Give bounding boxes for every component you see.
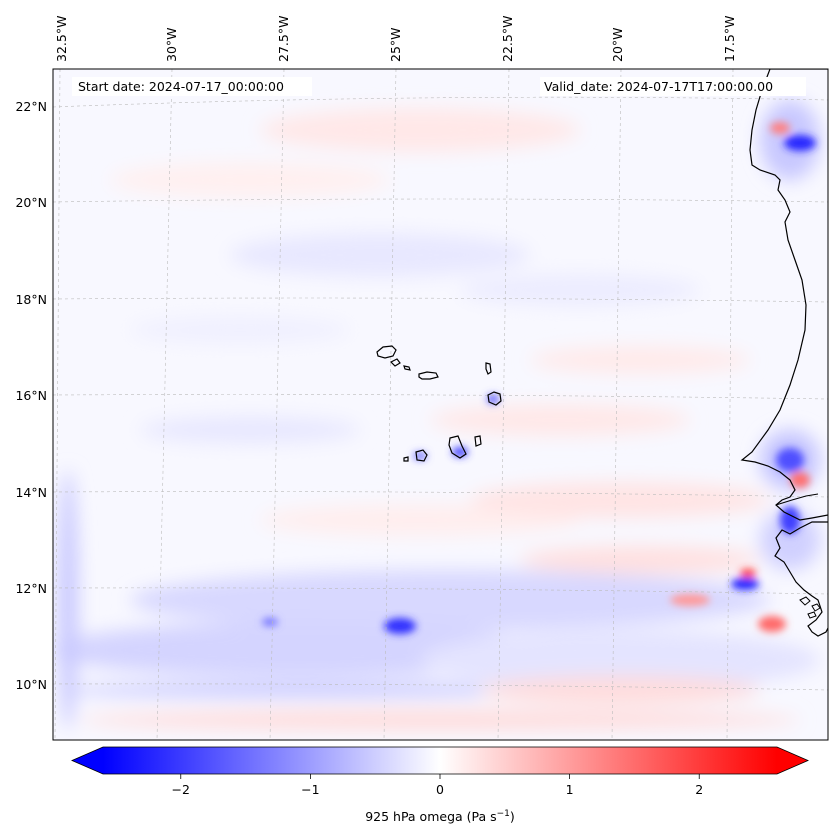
lon-label: 25°W	[388, 27, 403, 62]
colorbar-tick-label: 2	[695, 782, 703, 797]
brava-island	[403, 456, 409, 462]
map-frame	[52, 68, 829, 741]
colorbar-tick-label: 1	[566, 782, 574, 797]
colorbar-outline	[70, 746, 810, 775]
santa-luzia-island	[403, 365, 411, 371]
latitude-labels: 22°N 20°N 18°N 16°N 14°N 12°N 10°N	[15, 99, 47, 692]
lat-label: 22°N	[15, 99, 47, 114]
sal-island	[485, 362, 492, 375]
start-date-label: Start date: 2024-07-17_00:00:00	[78, 79, 284, 94]
start-date-box	[72, 77, 312, 96]
lat-label: 12°N	[15, 581, 47, 596]
lon-label: 17.5°W	[722, 16, 737, 62]
lat-label: 20°N	[15, 195, 47, 210]
lon-label: 32.5°W	[54, 16, 69, 62]
cape-verde-islands	[376, 345, 502, 462]
colorbar-body	[103, 747, 777, 774]
colorbar-tick-label: −1	[301, 782, 319, 797]
colorbar-ticks: −2 −1 0 1 2	[172, 774, 703, 797]
colorbar: −2 −1 0 1 2 925 hPa omega (Pa s−1)	[70, 746, 810, 824]
colorbar-tick-label: −2	[172, 782, 190, 797]
fogo-island	[415, 449, 428, 462]
colorbar-label: 925 hPa omega (Pa s−1)	[365, 809, 515, 824]
gambia-river	[775, 493, 819, 506]
lon-label: 20°W	[610, 27, 625, 62]
lat-label: 14°N	[15, 485, 47, 500]
lon-label: 27.5°W	[276, 16, 291, 62]
sao-nicolau-island	[418, 371, 439, 380]
africa-coastline	[740, 69, 828, 521]
colorbar-min-extend	[72, 747, 103, 774]
omega-field	[53, 69, 828, 740]
bijagos-islands	[799, 596, 821, 619]
lat-label: 10°N	[15, 677, 47, 692]
valid-date-box	[540, 77, 806, 96]
lon-label: 30°W	[164, 27, 179, 62]
santo-antao-island	[376, 345, 397, 359]
lat-label: 18°N	[15, 292, 47, 307]
valid-date-label: Valid_date: 2024-07-17T17:00:00.00	[544, 79, 773, 94]
omega-anomaly-patches	[53, 100, 820, 730]
colorbar-tick-label: 0	[436, 782, 444, 797]
santiago-island	[448, 435, 467, 459]
maio-island	[474, 435, 482, 447]
boa-vista-island	[487, 391, 502, 406]
gridlines	[53, 69, 828, 740]
africa-coastline-south	[774, 521, 828, 637]
longitude-labels: 32.5°W 30°W 27.5°W 25°W 22.5°W 20°W 17.5…	[54, 16, 737, 62]
sao-vicente-island	[389, 358, 401, 367]
lon-label: 22.5°W	[500, 16, 515, 62]
colorbar-max-extend	[777, 747, 808, 774]
lat-label: 16°N	[15, 388, 47, 403]
